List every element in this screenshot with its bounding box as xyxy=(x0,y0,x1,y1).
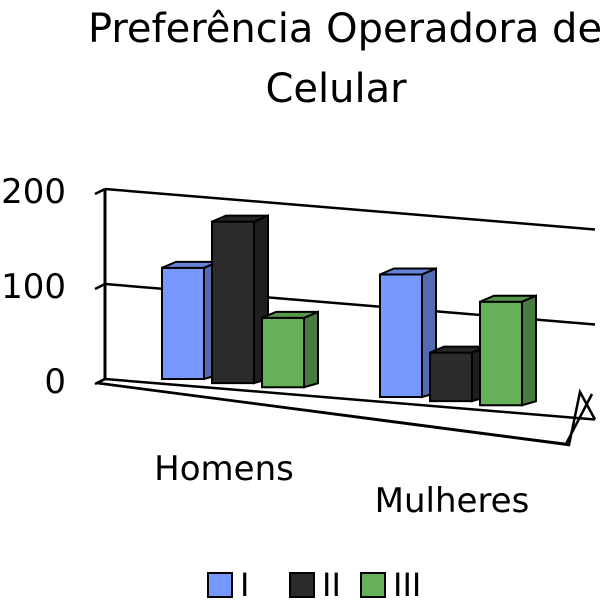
legend-swatch xyxy=(289,572,315,598)
gridline xyxy=(104,377,596,421)
legend-swatch xyxy=(360,572,386,598)
chart-title-line-1: Preferência Operadora de xyxy=(88,6,602,52)
bar-top xyxy=(261,310,319,319)
bar-II-Homens xyxy=(211,220,255,385)
legend: I II III xyxy=(207,566,421,604)
legend-label: I xyxy=(240,566,249,604)
bar-side xyxy=(521,294,537,407)
tick-mark xyxy=(94,187,106,196)
legend-label: III xyxy=(393,566,421,604)
bar-top xyxy=(379,267,437,276)
chart-title: Preferência Operadora de Celular xyxy=(88,6,602,112)
bar-top xyxy=(479,294,537,303)
legend-item-I: I xyxy=(207,566,249,604)
floor-edge xyxy=(564,393,594,445)
bar-III-Mulheres xyxy=(479,300,523,407)
bar-III-Homens xyxy=(261,316,305,389)
chart-bars xyxy=(161,214,537,407)
bar-side xyxy=(303,310,319,389)
category-label: Mulheres xyxy=(375,481,530,521)
gridline xyxy=(104,187,596,231)
chart-title-line-2: Celular xyxy=(265,66,407,112)
bar-top xyxy=(211,214,269,223)
legend-swatch xyxy=(207,572,233,598)
bar-II-Mulheres xyxy=(429,351,473,403)
legend-item-II: II xyxy=(289,566,341,604)
y-tick-label: 100 xyxy=(1,267,66,307)
y-tick-label: 200 xyxy=(1,172,66,212)
tick-mark xyxy=(94,282,106,291)
floor-front xyxy=(96,381,567,446)
legend-label: II xyxy=(322,566,341,604)
y-tick-label: 0 xyxy=(44,362,66,402)
bar-I-Homens xyxy=(161,266,205,381)
bar-I-Mulheres xyxy=(379,273,423,399)
category-label: Homens xyxy=(154,449,294,489)
legend-item-III: III xyxy=(360,566,421,604)
category-labels: Homens Mulheres xyxy=(154,449,529,521)
